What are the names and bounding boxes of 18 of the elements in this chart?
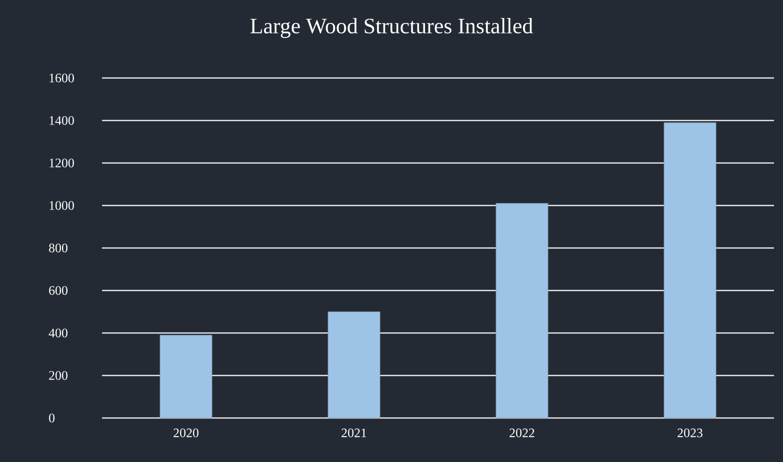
chart-title: Large Wood Structures Installed: [250, 18, 533, 38]
bar: [160, 334, 212, 418]
y-tick-label: 600: [49, 286, 68, 295]
bar: [664, 122, 716, 418]
y-tick-label: 1200: [50, 158, 74, 168]
x-tick-label: 2022: [510, 428, 534, 438]
y-tick-label: 0: [49, 414, 55, 422]
y-tick-label: 1000: [50, 201, 74, 210]
bar: [496, 203, 548, 418]
y-tick-label: 1400: [50, 116, 74, 125]
x-tick-label: 2020: [174, 428, 198, 438]
x-tick-label: 2023: [678, 428, 702, 438]
x-tick-label: 2021: [342, 428, 366, 438]
bar: [328, 312, 380, 418]
y-tick-label: 1600: [50, 74, 74, 82]
y-tick-label: 200: [49, 371, 68, 380]
y-tick-label: 400: [48, 328, 68, 338]
y-tick-label: 800: [49, 244, 68, 252]
